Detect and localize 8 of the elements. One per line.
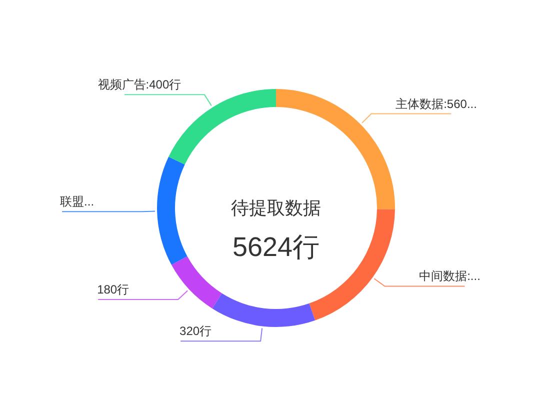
slice-label: 联盟... <box>60 194 94 209</box>
data-label: 320行 <box>180 324 212 338</box>
text: 5624行 <box>232 232 320 262</box>
text: 待提取数据 <box>231 198 321 218</box>
slice-label: 主体数据:560... <box>396 96 477 111</box>
slice-label: 视频广告:400行 <box>98 78 182 92</box>
slice-label: 中间数据:... <box>419 269 480 284</box>
data-label: 180行 <box>97 282 130 296</box>
